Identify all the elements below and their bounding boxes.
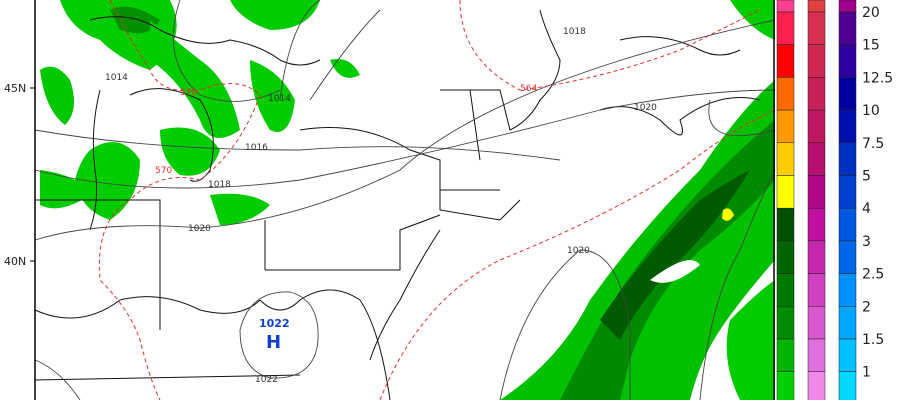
isobar-label: 1018: [208, 180, 231, 190]
colorbar-rain-swatch: [776, 273, 795, 307]
state-borders: [34, 9, 761, 400]
colorbar-snow-swatch: [838, 0, 857, 13]
colorbar-rain-swatch: [776, 175, 795, 209]
colorbar-snow-swatch: [838, 371, 857, 400]
colorbar-mix-swatch: [807, 306, 826, 340]
colorbar-mix-swatch: [807, 142, 826, 176]
colorbar-label: 4: [862, 201, 871, 217]
colorbar-snow-swatch: [838, 273, 857, 307]
colorbar-rain-swatch: [776, 338, 795, 372]
colorbar-rain-swatch: [776, 207, 795, 242]
isobar-label: 1016: [245, 143, 268, 153]
colorbar-mix-swatch: [807, 207, 826, 242]
isobar-label: 1022: [255, 375, 278, 385]
colorbar-snow-swatch: [838, 109, 857, 144]
isobar-label: 1014: [268, 94, 291, 104]
colorbar-rain-swatch: [776, 0, 795, 13]
colorbar-rain-swatch: [776, 306, 795, 340]
colorbar-label: 15: [862, 38, 880, 54]
colorbar-rain-swatch: [776, 11, 795, 45]
colorbar-label: 3: [862, 234, 871, 250]
colorbar-mix-swatch: [807, 371, 826, 400]
colorbar-snow-swatch: [838, 77, 857, 111]
colorbar-mix-swatch: [807, 240, 826, 274]
precipitation-areas: [40, 0, 775, 400]
colorbar-rain-swatch: [776, 77, 795, 111]
high-pressure-value: 1022: [259, 317, 290, 330]
colorbar-label: 20: [862, 5, 880, 21]
colorbar-mix-swatch: [807, 44, 826, 78]
lat-label-40n: 40N: [4, 255, 26, 268]
thickness-label: 570: [155, 166, 172, 176]
colorbar-label: 10: [862, 103, 880, 119]
colorbar-rain-swatch: [776, 44, 795, 78]
thickness-label: 564: [520, 84, 537, 94]
colorbar-snow-swatch: [838, 338, 857, 372]
colorbar-mix-swatch: [807, 0, 826, 13]
colorbar-snow-swatch: [838, 240, 857, 274]
colorbar-label: 2.5: [862, 267, 884, 283]
colorbar: 20 15 12.5 10 7.5 5 4 3 2.5 2 1.5 1: [776, 0, 893, 400]
colorbar-mix-swatch: [807, 338, 826, 372]
colorbar-snow-swatch: [838, 175, 857, 209]
colorbar-rain-swatch: [776, 371, 795, 400]
high-pressure-symbol: H: [266, 332, 281, 353]
isobars: [34, 0, 776, 400]
colorbar-snow-swatch: [838, 142, 857, 176]
colorbar-label: 12.5: [862, 70, 893, 86]
colorbar-mix-swatch: [807, 273, 826, 307]
colorbar-snow-swatch: [838, 207, 857, 242]
colorbar-mix-swatch: [807, 77, 826, 111]
isobar-label: 1014: [105, 73, 128, 83]
colorbar-mix-swatch: [807, 11, 826, 45]
colorbar-label: 1.5: [862, 332, 884, 348]
colorbar-mix-swatch: [807, 175, 826, 209]
isobar-label: 1018: [563, 27, 586, 37]
colorbar-mix-swatch: [807, 109, 826, 144]
thickness-lines: [98, 0, 776, 400]
isobar-label: 1020: [567, 246, 590, 256]
isobar-label: 1020: [188, 224, 211, 234]
colorbar-rain-swatch: [776, 109, 795, 144]
colorbar-snow-swatch: [838, 11, 857, 45]
colorbar-label: 5: [862, 169, 871, 185]
colorbar-rain-swatch: [776, 240, 795, 274]
thickness-label: 570: [180, 88, 197, 98]
colorbar-rain-swatch: [776, 142, 795, 176]
colorbar-label: 1: [862, 365, 871, 381]
lat-label-45n: 45N: [4, 82, 26, 95]
isobar-label: 1020: [634, 103, 657, 113]
colorbar-label: 7.5: [862, 136, 884, 152]
colorbar-label: 2: [862, 299, 871, 315]
colorbar-snow-swatch: [838, 306, 857, 340]
colorbar-snow-swatch: [838, 44, 857, 78]
